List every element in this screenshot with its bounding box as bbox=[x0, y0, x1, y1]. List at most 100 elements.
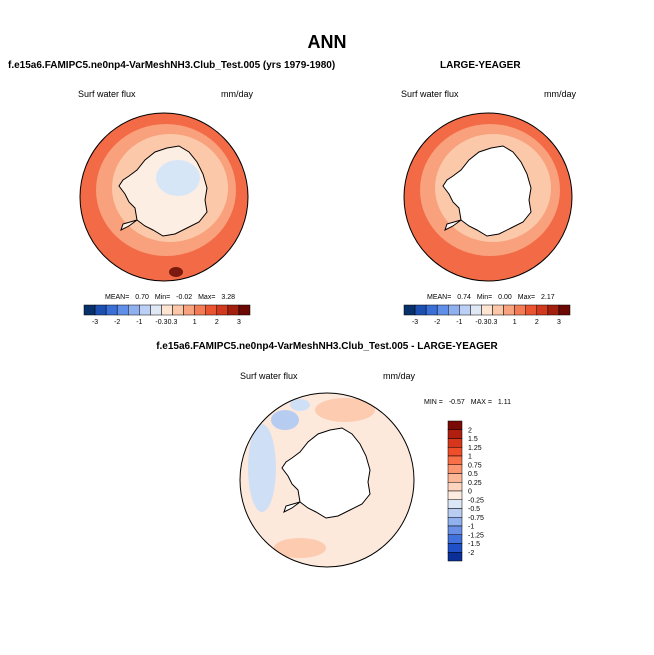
cb1-swatch bbox=[128, 304, 140, 316]
cb3-swatch bbox=[447, 543, 463, 553]
min-value: 0.00 bbox=[498, 294, 512, 301]
cb2-tick-label: 3 bbox=[557, 319, 561, 326]
cb2-swatch bbox=[425, 304, 438, 316]
cb3-swatch bbox=[447, 499, 463, 509]
cb1-swatch bbox=[94, 304, 107, 316]
cb2-tick-label: -0.3 bbox=[475, 319, 487, 326]
cb1-swatch bbox=[205, 304, 218, 316]
mean-value: 0.74 bbox=[457, 294, 471, 301]
cb1-swatch bbox=[116, 304, 129, 316]
panel-1-stats: MEAN= 0.70 Min= -0.02 Max= 3.28 bbox=[105, 294, 235, 301]
max-label: MAX = bbox=[470, 399, 492, 406]
max-value: 2.17 bbox=[541, 294, 555, 301]
cb1-swatch bbox=[83, 304, 96, 316]
cb3-swatch bbox=[447, 482, 463, 492]
map1-dark-spot bbox=[169, 267, 183, 277]
cb1-swatch bbox=[105, 304, 118, 316]
mean-label: MEAN= bbox=[427, 294, 452, 301]
cb1-swatch bbox=[150, 304, 162, 316]
cb2-tick-label: -1 bbox=[456, 319, 462, 326]
cb2-swatch bbox=[492, 304, 504, 316]
cb1-tick-label: -1 bbox=[136, 319, 142, 326]
cb3-tick-label: -2 bbox=[468, 550, 474, 557]
cb3-swatch bbox=[447, 464, 463, 474]
panel-1-units: mm/day bbox=[221, 89, 254, 99]
max-label: Max= bbox=[517, 294, 536, 301]
cb1-tick-label: -0.3 bbox=[155, 319, 167, 326]
cb2-swatch bbox=[436, 304, 449, 316]
map2-border bbox=[403, 112, 573, 282]
panel-2-stats: MEAN= 0.74 Min= 0.00 Max= 2.17 bbox=[427, 294, 555, 301]
map1-border bbox=[79, 112, 249, 282]
map3-border bbox=[239, 392, 415, 568]
cb1-tick-label: -3 bbox=[92, 319, 98, 326]
cb3-swatch bbox=[447, 420, 463, 430]
max-label: Max= bbox=[198, 294, 216, 301]
cb1-tick-label: 2 bbox=[215, 319, 219, 326]
cb3-tick-label: 0.75 bbox=[468, 462, 482, 469]
cb2-swatch bbox=[448, 304, 460, 316]
mean-value: 0.70 bbox=[135, 294, 149, 301]
min-value: -0.02 bbox=[176, 294, 193, 301]
cb2-tick-label: 0.3 bbox=[488, 319, 498, 326]
cb2-swatch bbox=[558, 304, 571, 316]
panel-2-map bbox=[404, 113, 572, 281]
cb3-tick-label: -1.5 bbox=[468, 541, 480, 548]
cb3-tick-label: -0.5 bbox=[468, 506, 480, 513]
panel-1-variable: Surf water flux bbox=[78, 89, 136, 99]
colorbar-panel-2: -3 -2 -1 -0.3 0.3 1 2 3 bbox=[403, 304, 571, 326]
cb3-swatch bbox=[447, 455, 463, 465]
cb2-tick-label: -2 bbox=[434, 319, 440, 326]
colorbar-difference: 21.51.2510.750.50.250-0.25-0.5-0.75-1-1.… bbox=[447, 420, 484, 562]
panel-3-title: f.e15a6.FAMIPC5.ne0np4-VarMeshNH3.Club_T… bbox=[156, 341, 498, 352]
cb3-tick-label: -1.25 bbox=[468, 532, 484, 539]
cb3-swatch bbox=[447, 429, 463, 439]
cb3-tick-label: 1.25 bbox=[468, 445, 482, 452]
cb2-swatch bbox=[459, 304, 471, 316]
map3-blue-b bbox=[271, 410, 299, 430]
cb3-tick-label: -1 bbox=[468, 524, 474, 531]
cb2-swatch bbox=[470, 304, 482, 316]
min-label: Min= bbox=[476, 294, 493, 301]
cb3-tick-label: -0.75 bbox=[468, 515, 484, 522]
cb2-swatch bbox=[536, 304, 549, 316]
min-label: Min= bbox=[154, 294, 171, 301]
map3-blue-c bbox=[290, 399, 310, 411]
cb3-tick-label: 0.25 bbox=[468, 480, 482, 487]
cb3-swatch bbox=[447, 534, 463, 544]
colorbar-panel-1: -3 -2 -1 -0.3 0.3 1 2 3 bbox=[83, 304, 251, 326]
panel-3-map bbox=[240, 393, 414, 567]
panel-3-variable: Surf water flux bbox=[240, 371, 298, 381]
panel-2-title: LARGE-YEAGER bbox=[440, 60, 521, 71]
panel-3-units: mm/day bbox=[383, 371, 416, 381]
cb3-tick-label: 0.5 bbox=[468, 471, 478, 478]
cb2-swatch bbox=[547, 304, 560, 316]
cb1-swatch bbox=[172, 304, 184, 316]
cb1-tick-label: 3 bbox=[237, 319, 241, 326]
cb3-tick-label: 0 bbox=[468, 489, 472, 496]
cb2-swatch bbox=[403, 304, 416, 316]
cb2-tick-label: -3 bbox=[412, 319, 418, 326]
map3-patch-a bbox=[315, 398, 375, 422]
cb1-swatch bbox=[194, 304, 206, 316]
cb2-swatch bbox=[481, 304, 493, 316]
cb1-swatch bbox=[139, 304, 151, 316]
cb3-swatch bbox=[447, 490, 463, 500]
map3-patch-b bbox=[274, 538, 326, 558]
cb2-tick-label: 2 bbox=[535, 319, 539, 326]
cb1-swatch bbox=[161, 304, 173, 316]
cb1-swatch bbox=[227, 304, 240, 316]
cb1-tick-label: 0.3 bbox=[168, 319, 178, 326]
cb1-swatch bbox=[238, 304, 251, 316]
cb3-tick-label: 2 bbox=[468, 427, 472, 434]
min-label: MIN = bbox=[424, 399, 443, 406]
panel-1-map bbox=[80, 113, 248, 281]
cb3-tick-label: -0.25 bbox=[468, 497, 484, 504]
cb2-swatch bbox=[514, 304, 526, 316]
panel-2-units: mm/day bbox=[544, 89, 577, 99]
cb3-swatch bbox=[447, 552, 463, 562]
cb3-swatch bbox=[447, 447, 463, 457]
cb3-swatch bbox=[447, 473, 463, 483]
cb2-swatch bbox=[525, 304, 538, 316]
